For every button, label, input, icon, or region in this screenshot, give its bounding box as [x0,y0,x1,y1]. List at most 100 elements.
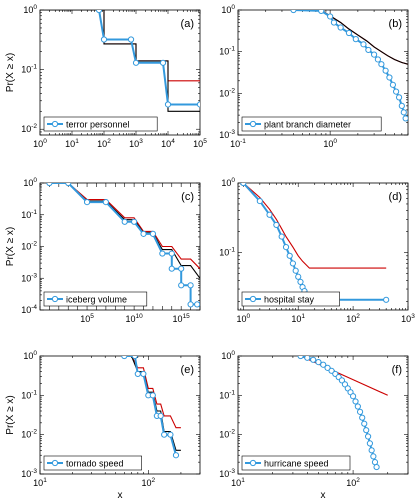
data-point [187,301,194,308]
data-point [168,265,175,272]
data-point [100,36,108,43]
data-point [361,420,368,427]
data-point [121,356,128,360]
series-group [40,10,200,112]
x-tick-label: 103 [129,138,143,149]
model-fit-line-red [131,356,181,429]
y-tick-label: 10-4 [21,304,37,315]
axis-ticks [39,355,201,475]
plot-frame [237,9,409,136]
legend-label: tornado speed [66,459,124,469]
x-tick-label: 102 [346,313,360,324]
y-tick-label: 100 [23,350,37,361]
data-point [159,250,166,257]
data-point [359,414,366,421]
y-tick-label: 100 [221,4,235,15]
y-tick-label: 10-3 [21,272,37,283]
data-point [187,282,194,289]
data-point [398,102,405,109]
data-point [354,403,361,410]
legend: plant branch diameter [241,116,382,132]
x-tick-label: 105 [193,138,207,149]
x-tick-label: 100 [236,313,250,324]
panel-b: 10-1 100 10-3 10-2 10-1 100 (b) plant branch di… [219,4,409,149]
data-point [278,233,285,240]
y-tick-label: 100 [221,177,235,188]
data-point [386,74,393,81]
legend: hospital stay [241,291,340,307]
empirical-data-line [49,183,198,306]
data-point [196,101,200,108]
legend: hurricane speed [241,455,351,471]
data-point [140,230,147,237]
x-tick-label: 102 [141,477,155,488]
x-tick-label: 1015 [173,313,191,324]
data-point [371,459,379,466]
legend-label: plant branch diameter [264,120,351,130]
data-point [368,447,375,454]
y-tick-label: 10-3 [21,468,37,479]
legend: tornado speed [43,455,142,471]
data-point [178,282,185,289]
y-tick-label: 10-3 [219,468,235,479]
data-point [168,250,175,257]
data-point [374,56,382,63]
legend-box [43,116,158,132]
axis-ticks [237,182,409,310]
x-tick-label: 103 [401,313,415,324]
data-point [149,392,156,399]
data-point [161,431,168,438]
model-fit-line-red [300,356,388,396]
data-point [383,296,390,303]
y-axis-label: Pr(X ≥ x) [5,53,16,92]
y-tick-label: 10-1 [219,46,235,57]
x-axis-label: x [118,490,123,501]
data-point [330,19,338,26]
data-point [389,81,397,88]
data-point [256,197,263,205]
data-point [327,13,334,20]
y-axis-label: Pr(X ≥ x) [5,227,16,266]
data-point [131,356,138,360]
data-point [282,244,290,251]
data-point [65,183,72,187]
y-tick-label: 10-2 [21,241,37,252]
legend-box [241,455,351,471]
data-point [289,260,296,267]
data-point [360,41,367,48]
x-tick-label: 102 [346,477,360,488]
legend-label: terror personnel [66,120,130,130]
data-point [95,10,103,14]
data-point [194,301,200,308]
data-point [352,398,359,405]
panel-e: 101 102 10-3 10-2 10-1 100 Pr(X ≥ x) x (e) tornad… [5,350,201,501]
legend-box [43,455,142,471]
data-point [297,356,304,360]
data-point [315,358,322,366]
x-tick-label: 102 [97,138,111,149]
y-tick-label: 10-1 [21,389,37,400]
data-point [292,267,299,274]
data-point [395,94,403,101]
panel-label: (f) [392,364,402,376]
x-tick-label: 101 [291,313,305,324]
data-point [286,252,293,259]
y-axis-label: Pr(X ≥ x) [5,395,16,434]
data-point [320,361,327,368]
legend-marker [249,459,257,467]
legend: terror personnel [43,116,158,132]
data-point [297,278,304,285]
legend-label: hospital stay [264,295,315,305]
series-group [46,183,200,308]
y-tick-label: 10-2 [21,123,37,134]
x-tick-label: 101 [65,138,79,149]
legend-marker [51,120,59,128]
data-point [338,377,346,384]
x-tick-label: 100 [323,138,337,149]
y-tick-label: 10-2 [219,87,235,98]
data-point [363,427,370,434]
legend: iceberg volume [43,291,148,307]
data-point [378,61,385,68]
panel-label: (c) [181,191,194,203]
